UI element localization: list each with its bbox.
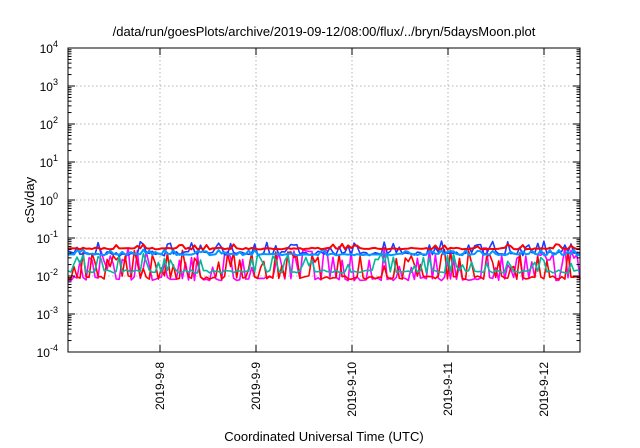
axis-ticks <box>68 47 580 353</box>
series-line <box>67 252 581 274</box>
x-tick-label: 2019-9-10 <box>345 362 359 417</box>
grid-lines <box>68 48 580 352</box>
x-tick-label: 2019-9-9 <box>249 362 263 410</box>
y-tick-label: 10-4 <box>37 343 58 360</box>
series-line <box>67 242 581 251</box>
y-tick-label: 102 <box>40 115 58 132</box>
x-axis-label: Coordinated Universal Time (UTC) <box>224 429 423 444</box>
y-tick-label: 10-3 <box>37 305 58 322</box>
y-tick-label: 100 <box>40 191 58 208</box>
chart-title: /data/run/goesPlots/archive/2019-09-12/0… <box>113 24 536 39</box>
y-tick-label: 104 <box>40 39 58 56</box>
y-tick-label: 101 <box>40 153 58 170</box>
series-layer <box>67 240 581 282</box>
series-line <box>67 248 581 281</box>
y-tick-label: 10-1 <box>37 229 58 246</box>
y-axis-label: cSv/day <box>22 176 37 223</box>
y-tick-labels: 10-4 10-3 10-2 10-1 100 101 102 103 104 <box>37 39 58 360</box>
x-tick-labels: 2019-9-8 2019-9-9 2019-9-10 2019-9-11 2019-9… <box>153 362 551 417</box>
x-tick-label: 2019-9-8 <box>153 362 167 410</box>
x-tick-label: 2019-9-11 <box>441 362 455 416</box>
y-tick-label: 103 <box>40 77 58 94</box>
series-line <box>67 240 581 257</box>
x-tick-label: 2019-9-12 <box>537 362 551 417</box>
y-tick-label: 10-2 <box>37 267 58 284</box>
